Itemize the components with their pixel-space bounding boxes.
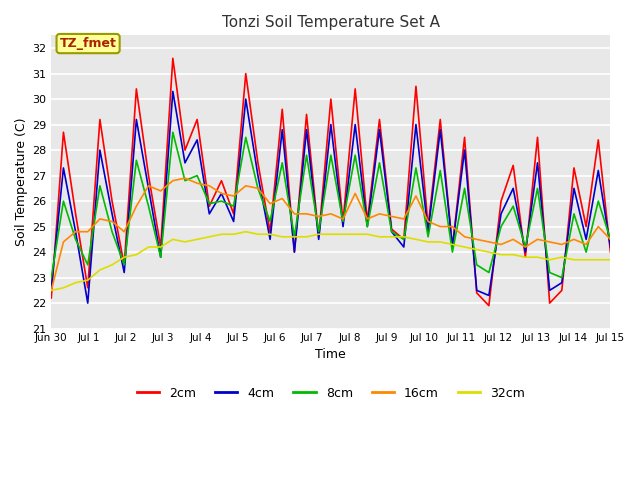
Y-axis label: Soil Temperature (C): Soil Temperature (C) xyxy=(15,118,28,246)
Text: TZ_fmet: TZ_fmet xyxy=(60,37,116,50)
X-axis label: Time: Time xyxy=(316,348,346,360)
Title: Tonzi Soil Temperature Set A: Tonzi Soil Temperature Set A xyxy=(222,15,440,30)
Legend: 2cm, 4cm, 8cm, 16cm, 32cm: 2cm, 4cm, 8cm, 16cm, 32cm xyxy=(132,382,530,405)
